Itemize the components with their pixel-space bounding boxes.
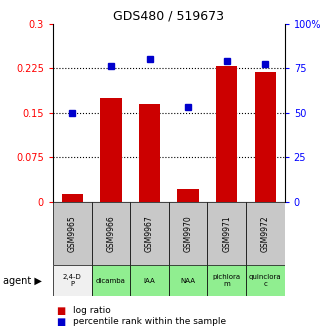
Text: ■: ■ (56, 317, 66, 327)
Bar (177, 188, 199, 202)
Text: agent ▶: agent ▶ (3, 276, 42, 286)
Text: dicamba: dicamba (96, 278, 126, 284)
Bar (92, 202, 130, 265)
Text: GSM9972: GSM9972 (261, 215, 270, 252)
Bar (130, 202, 169, 265)
Bar (53, 202, 92, 265)
Bar (169, 265, 208, 296)
Text: percentile rank within the sample: percentile rank within the sample (73, 318, 226, 326)
Text: IAA: IAA (144, 278, 155, 284)
Text: GSM9966: GSM9966 (106, 215, 116, 252)
Text: GSM9965: GSM9965 (68, 215, 77, 252)
Bar (255, 72, 276, 202)
Bar (100, 98, 121, 202)
Title: GDS480 / 519673: GDS480 / 519673 (113, 9, 224, 23)
Text: ■: ■ (56, 306, 66, 316)
Bar (246, 202, 285, 265)
Text: NAA: NAA (181, 278, 196, 284)
Text: pichlora
m: pichlora m (213, 274, 241, 287)
Text: GSM9970: GSM9970 (184, 215, 193, 252)
Bar (208, 202, 246, 265)
Text: quinclora
c: quinclora c (249, 274, 282, 287)
Text: log ratio: log ratio (73, 306, 111, 315)
Text: GSM9971: GSM9971 (222, 215, 231, 252)
Bar (62, 195, 83, 202)
Bar (139, 104, 160, 202)
Bar (208, 265, 246, 296)
Bar (216, 66, 237, 202)
Text: GSM9967: GSM9967 (145, 215, 154, 252)
Bar (92, 265, 130, 296)
Text: 2,4-D
P: 2,4-D P (63, 274, 82, 287)
Bar (53, 265, 92, 296)
Bar (169, 202, 208, 265)
Bar (130, 265, 169, 296)
Bar (246, 265, 285, 296)
